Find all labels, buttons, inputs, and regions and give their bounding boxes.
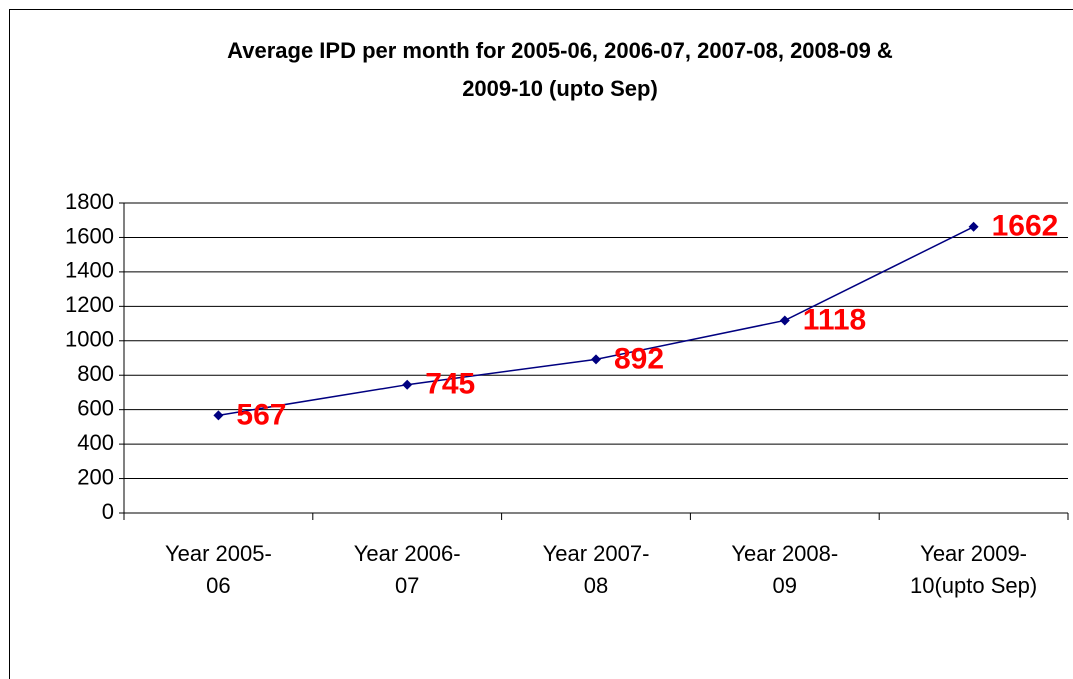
y-tick-label: 1800 [65, 189, 114, 214]
chart-frame [9, 9, 1073, 679]
x-label-box: Year 2007-08 [542, 541, 650, 598]
y-tick-label: 800 [77, 361, 114, 386]
data-label: 1118 [803, 303, 866, 336]
data-label: 892 [614, 342, 664, 375]
y-tick-label: 1200 [65, 292, 114, 317]
x-label-box: Year 2006-07 [353, 541, 461, 598]
marker [213, 410, 224, 421]
title-box: Average IPD per month for 2005-06, 2006-… [227, 38, 893, 101]
data-label: 1662 [992, 210, 1059, 243]
x-tick-label: Year 2006-07 [353, 541, 461, 598]
y-tick-label: 600 [77, 395, 114, 420]
y-tick-label: 0 [102, 499, 114, 524]
y-tick-label: 1400 [65, 258, 114, 283]
x-label-box: Year 2008-09 [731, 541, 839, 598]
x-label-box: Year 2009-10(upto Sep) [909, 541, 1038, 598]
marker [779, 315, 790, 326]
marker [968, 221, 979, 232]
marker [402, 379, 413, 390]
x-tick-label: Year 2005-06 [164, 541, 272, 598]
x-tick-label: Year 2007-08 [542, 541, 650, 598]
y-tick-label: 1000 [65, 327, 114, 352]
chart-title: Average IPD per month for 2005-06, 2006-… [227, 38, 893, 101]
x-tick-label: Year 2009-10(upto Sep) [909, 541, 1038, 598]
x-label-box: Year 2005-06 [164, 541, 272, 598]
x-tick-label: Year 2008-09 [731, 541, 839, 598]
y-tick-label: 200 [77, 464, 114, 489]
y-tick-label: 1600 [65, 223, 114, 248]
marker [591, 354, 601, 365]
data-label: 745 [425, 368, 475, 401]
y-tick-label: 400 [77, 430, 114, 455]
data-label: 567 [236, 398, 286, 431]
